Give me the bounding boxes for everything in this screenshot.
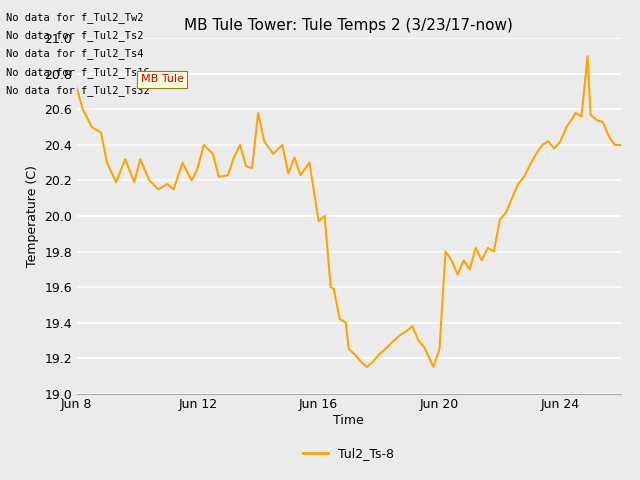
Text: No data for f_Tul2_Ts32: No data for f_Tul2_Ts32 <box>6 85 150 96</box>
Text: No data for f_Tul2_Tw2: No data for f_Tul2_Tw2 <box>6 12 144 23</box>
Title: MB Tule Tower: Tule Temps 2 (3/23/17-now): MB Tule Tower: Tule Temps 2 (3/23/17-now… <box>184 18 513 33</box>
Text: No data for f_Tul2_Ts2: No data for f_Tul2_Ts2 <box>6 30 144 41</box>
Text: MB Tule: MB Tule <box>141 74 184 84</box>
Text: No data for f_Tul2_Ts4: No data for f_Tul2_Ts4 <box>6 48 144 60</box>
Legend: Tul2_Ts-8: Tul2_Ts-8 <box>298 443 399 466</box>
Text: No data for f_Tul2_Ts16: No data for f_Tul2_Ts16 <box>6 67 150 78</box>
X-axis label: Time: Time <box>333 414 364 427</box>
Y-axis label: Temperature (C): Temperature (C) <box>26 165 38 267</box>
